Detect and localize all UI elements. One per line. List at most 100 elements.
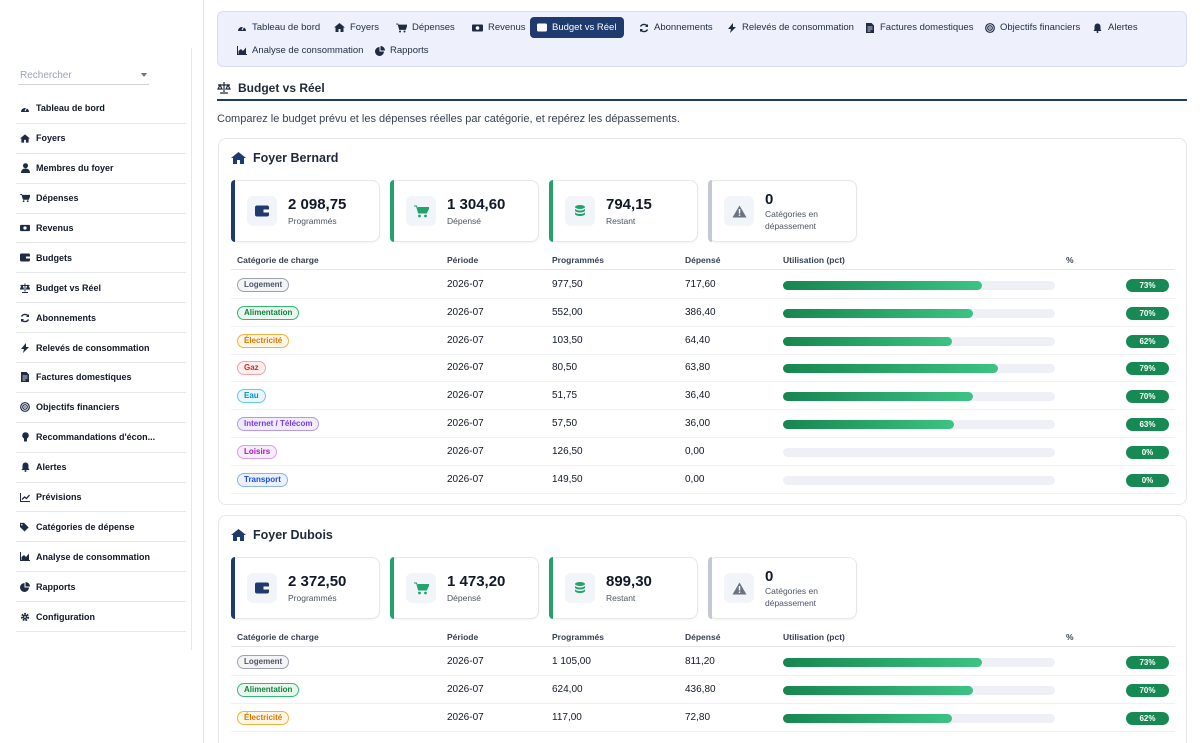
sidebar-item[interactable]: Configuration — [16, 602, 186, 633]
sidebar-item[interactable]: Alertes — [16, 453, 186, 483]
sidebar-item-label: Alertes — [36, 462, 67, 473]
cart-icon — [406, 196, 436, 226]
sidebar-item[interactable]: Budgets — [16, 243, 186, 274]
table-row: Eau 2026-07 51,75 36,40 70% — [231, 382, 1175, 411]
col-pct: % — [1066, 632, 1074, 642]
period-cell: 2026-07 — [447, 390, 484, 402]
usage-bar-track — [783, 364, 1055, 374]
sidebar-item[interactable]: Membres du foyer — [16, 154, 186, 184]
usage-bar-track — [783, 308, 1055, 318]
sidebar-item[interactable]: Relevés de consommation — [16, 333, 186, 364]
kpi-spent: 1 304,60 Dépensé — [390, 180, 539, 242]
planned-cell: 624,00 — [552, 683, 583, 695]
kpi-accent — [231, 180, 235, 242]
category-tag: Alimentation — [237, 305, 300, 320]
nav-tab[interactable]: Relevés de consommation — [720, 17, 862, 38]
sidebar-item[interactable]: Rapports — [16, 572, 186, 603]
sidebar-item[interactable]: Abonnements — [16, 303, 186, 334]
chart-area-icon — [236, 45, 247, 56]
sidebar-item[interactable]: Dépenses — [16, 184, 186, 214]
cart-icon — [396, 22, 407, 33]
spent-cell: 811,20 — [685, 656, 715, 667]
scale-icon — [217, 81, 231, 95]
table-row: Internet / Télécom 2026-07 57,50 36,00 63% — [231, 410, 1175, 438]
nav-tab[interactable]: Abonnements — [632, 17, 721, 38]
user-icon — [20, 163, 30, 174]
kpi-planned: 2 098,75 Programmés — [231, 180, 380, 242]
sidebar-item[interactable]: Tableau de bord — [16, 94, 186, 124]
kpi-value: 1 304,60 — [447, 196, 506, 213]
kpi-value: 899,30 — [606, 573, 652, 590]
spent-cell: 36,00 — [685, 418, 711, 429]
nav-tab[interactable]: Budget vs Réel — [530, 17, 625, 38]
nav-tab-label: Abonnements — [654, 22, 713, 33]
money-icon — [20, 223, 30, 233]
spent-cell: 36,40 — [685, 390, 711, 402]
sidebar-item[interactable]: Foyers — [16, 124, 186, 154]
period-cell: 2026-07 — [447, 418, 484, 429]
kpi-overruns: 0 Catégories en dépassement — [708, 557, 857, 619]
nav-tab[interactable]: Factures domestiques — [858, 17, 981, 38]
nav-tab-label: Foyers — [350, 22, 380, 33]
nav-tab[interactable]: Tableau de bord — [230, 17, 328, 38]
pct-badge: 62% — [1126, 334, 1169, 348]
nav-tab[interactable]: Analyse de consommation — [230, 40, 371, 61]
period-cell: 2026-07 — [447, 711, 484, 723]
table-row: Alimentation 2026-07 552,00 386,40 70% — [231, 299, 1175, 327]
category-tag: Logement — [237, 655, 290, 669]
sidebar-item-label: Foyers — [36, 133, 66, 144]
planned-cell: 103,50 — [552, 334, 583, 346]
nav-tab[interactable]: Objectifs financiers — [978, 17, 1088, 38]
coins-icon — [565, 196, 595, 226]
kpi-accent — [390, 180, 394, 242]
sidebar-item-label: Prévisions — [36, 492, 82, 503]
nav-tab-label: Objectifs financiers — [1000, 22, 1081, 33]
kpi-remaining: 794,15 Restant — [549, 180, 698, 242]
sidebar-item-label: Dépenses — [36, 193, 79, 204]
kpi-overruns: 0 Catégories en dépassement — [708, 180, 857, 242]
nav-tab[interactable]: Rapports — [368, 40, 437, 61]
sidebar-item[interactable]: Objectifs financiers — [16, 393, 186, 423]
spent-cell: 386,40 — [685, 306, 716, 318]
sidebar-item[interactable]: Prévisions — [16, 483, 186, 513]
col-planned: Programmés — [552, 255, 604, 265]
sidebar-item-label: Abonnements — [36, 312, 97, 323]
spent-cell: 64,40 — [685, 334, 711, 346]
sidebar-item[interactable]: Revenus — [16, 214, 186, 244]
nav-tab[interactable]: Foyers — [328, 17, 387, 38]
period-cell: 2026-07 — [447, 656, 484, 667]
planned-cell: 1 105,00 — [552, 656, 591, 667]
nav-tab[interactable]: Dépenses — [390, 17, 463, 38]
table-header: Catégorie de charge Période Programmés Dépe… — [231, 627, 1175, 647]
nav-tab[interactable]: Revenus — [466, 17, 534, 38]
kpi-label: Dépensé — [447, 593, 482, 603]
kpi-accent — [549, 557, 553, 619]
household-name: Foyer Dubois — [253, 528, 333, 542]
target-icon — [984, 22, 995, 33]
sidebar-item[interactable]: Catégories de dépense — [16, 512, 186, 543]
spent-cell: 0,00 — [685, 473, 705, 485]
nav-tab[interactable]: Alertes — [1086, 17, 1146, 38]
kpi-label: Dépensé — [447, 216, 482, 226]
sidebar-item-label: Analyse de consommation — [36, 551, 151, 562]
sidebar-item-label: Catégories de dépense — [36, 521, 135, 532]
table-row: Alimentation 2026-07 624,00 436,80 70% — [231, 676, 1175, 704]
wallet-icon — [536, 22, 547, 33]
sidebar-item[interactable]: Analyse de consommation — [16, 542, 186, 573]
kpi-label: Catégories en dépassement — [765, 209, 818, 231]
pct-badge: 73% — [1126, 656, 1169, 669]
sidebar-item[interactable]: Budget vs Réel — [16, 273, 186, 304]
col-period: Période — [447, 255, 479, 265]
search-select[interactable]: Rechercher — [18, 68, 149, 85]
sidebar-item[interactable]: Factures domestiques — [16, 363, 186, 393]
sidebar-item-label: Tableau de bord — [36, 103, 105, 114]
wallet-icon — [20, 253, 30, 263]
home-icon — [231, 528, 246, 542]
sidebar-item[interactable]: Recommandations d'écon... — [16, 423, 186, 453]
bell-icon — [20, 462, 30, 473]
usage-bar-fill — [783, 713, 952, 723]
table-row: Logement 2026-07 977,50 717,60 73% — [231, 271, 1175, 299]
usage-bar-fill — [783, 364, 998, 374]
col-spent: Dépensé — [685, 255, 721, 265]
wallet-icon — [247, 196, 277, 226]
